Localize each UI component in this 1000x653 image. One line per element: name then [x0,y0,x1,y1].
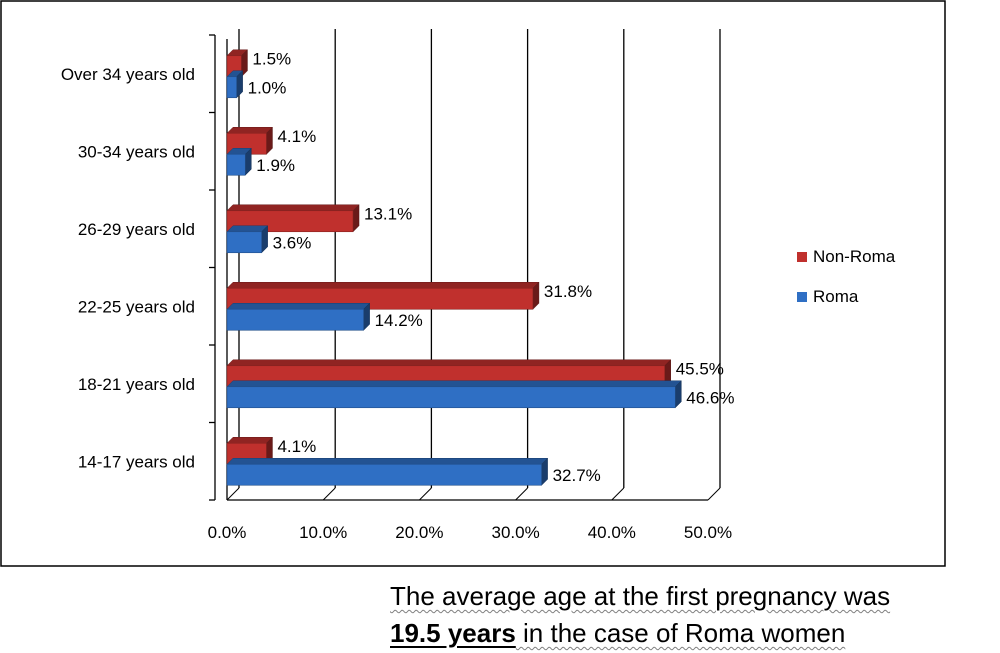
bar-roma [226,457,549,486]
floor-line [707,487,721,501]
data-label: 1.5% [252,49,291,68]
bar-roma [226,147,252,176]
floor-line [226,487,240,501]
floor-line [322,487,336,501]
bar-top-face [226,359,672,366]
bar-front-face [226,308,364,331]
floor-line [515,487,528,501]
caption-line-1: The average age at the first pregnancy w… [390,578,995,615]
axes [209,34,708,501]
caption-line-2: 19.5 years in the case of Roma women [390,615,995,652]
data-label: 46.6% [686,388,734,407]
legend-label: Roma [813,287,859,306]
bar-top-face [226,204,360,211]
legend-label: Non-Roma [813,247,896,266]
bar-roma [226,225,269,254]
x-tick-label: 10.0% [299,523,347,542]
bar-front-face [226,153,246,176]
data-label: 4.1% [277,437,316,456]
caption-emphasis: 19.5 years [390,618,516,648]
data-label: 13.1% [364,204,412,223]
bar-top-face [226,127,274,134]
category-label: 18-21 years old [78,375,195,394]
caption-line-1-text: The average age at the first pregnancy w… [390,581,891,611]
data-label: 1.9% [256,156,295,175]
category-label: 14-17 years old [78,452,195,471]
bar-front-face [226,463,542,486]
data-label: 32.7% [553,466,601,485]
data-label: 14.2% [375,311,423,330]
x-tick-label: 40.0% [588,523,636,542]
bar-top-face [226,225,269,232]
bar-roma [226,380,682,409]
data-label: 3.6% [273,233,312,252]
bar-front-face [226,76,237,99]
gridlines [226,29,721,501]
x-tick-label: 30.0% [491,523,539,542]
category-label: 22-25 years old [78,297,195,316]
floor-line [419,487,432,501]
bar-top-face [226,458,549,465]
data-label: 4.1% [277,127,316,146]
x-tick-label: 0.0% [208,523,247,542]
legend-swatch [797,252,807,262]
legend-swatch [797,292,807,302]
category-label: 30-34 years old [78,142,195,161]
bar-top-face [226,380,682,387]
bar-front-face [226,231,262,254]
bar-front-face [226,386,676,409]
category-label: Over 34 years old [61,65,195,84]
bar-top-face [226,437,274,444]
bar-top-face [226,282,540,289]
floor-line [611,487,625,501]
bar-top-face [226,303,371,310]
data-label: 31.8% [544,282,592,301]
caption: The average age at the first pregnancy w… [390,578,995,652]
bar-roma [226,302,371,331]
x-tick-label: 50.0% [684,523,732,542]
data-label: 1.0% [248,78,287,97]
bar-non-roma [226,49,249,78]
category-label: 26-29 years old [78,220,195,239]
bar-roma [226,70,244,99]
caption-line-2-text: in the case of Roma women [515,618,846,648]
x-tick-label: 20.0% [395,523,443,542]
legend: Non-Roma Roma [797,247,896,306]
bars [226,49,682,486]
labels: 0.0% 10.0% 20.0% 30.0% 40.0% 50.0% 14-17 years… [61,49,735,542]
data-label: 45.5% [676,359,724,378]
